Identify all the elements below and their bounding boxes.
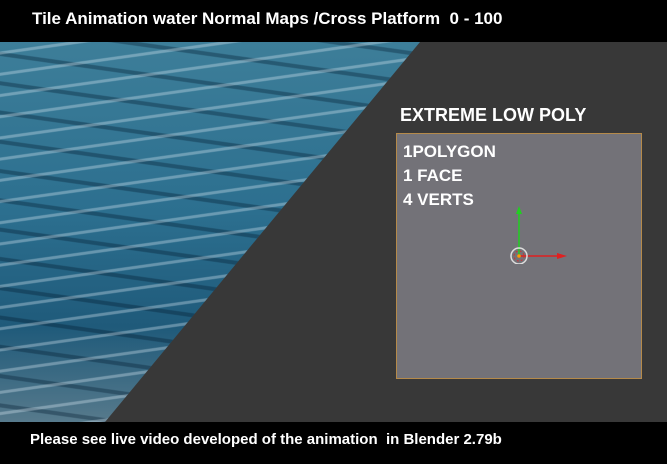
panel-heading: EXTREME LOW POLY: [400, 105, 587, 125]
polygon-count: 1POLYGON: [403, 142, 496, 161]
footer-text: Please see live video developed of the a…: [30, 431, 502, 448]
face-count: 1 FACE: [403, 166, 463, 185]
vert-count: 4 VERTS: [403, 190, 474, 209]
3d-cursor-icon: [510, 247, 528, 264]
viewport: EXTREME LOW POLY 1POLYGON 1 FACE 4 VERTS: [0, 42, 667, 422]
header-title: Tile Animation water Normal Maps /Cross …: [0, 0, 667, 42]
transform-gizmo-icon[interactable]: [497, 204, 567, 264]
plane-object[interactable]: 1POLYGON 1 FACE 4 VERTS: [396, 133, 642, 379]
